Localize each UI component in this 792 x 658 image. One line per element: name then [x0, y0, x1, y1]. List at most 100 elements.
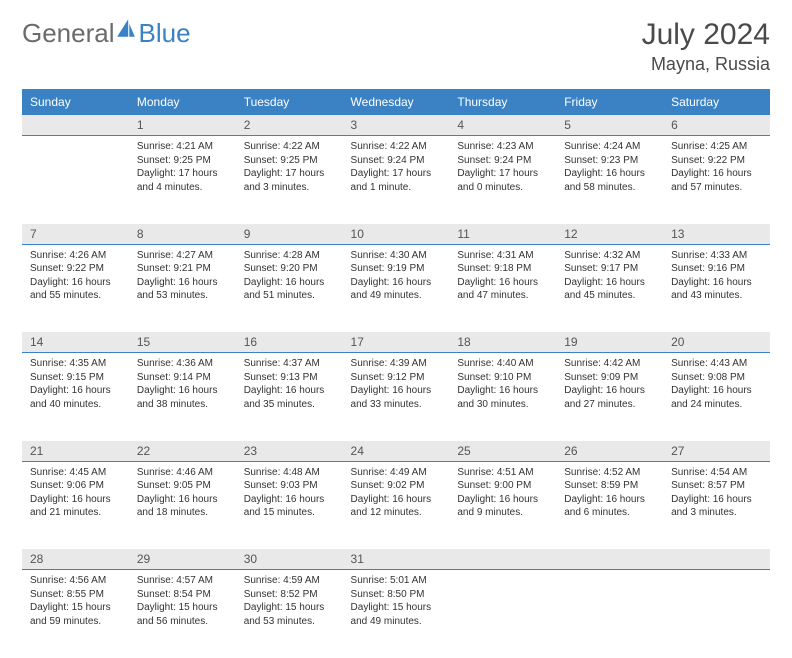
day-number: 29	[129, 549, 236, 570]
daynum-row: 14151617181920	[22, 332, 770, 353]
day-info-line: Sunrise: 4:24 AM	[564, 140, 655, 154]
day-info-line: and 12 minutes.	[351, 506, 442, 520]
day-info-line: Sunrise: 4:45 AM	[30, 466, 121, 480]
day-info-line: Sunrise: 4:37 AM	[244, 357, 335, 371]
day-info-line: Sunrise: 4:22 AM	[244, 140, 335, 154]
day-number	[663, 549, 770, 570]
week-row: Sunrise: 4:21 AMSunset: 9:25 PMDaylight:…	[22, 136, 770, 224]
day-cell: Sunrise: 4:23 AMSunset: 9:24 PMDaylight:…	[449, 136, 556, 224]
day-info-line: Sunset: 8:50 PM	[351, 588, 442, 602]
day-info-line: Sunset: 9:08 PM	[671, 371, 762, 385]
day-cell: Sunrise: 4:35 AMSunset: 9:15 PMDaylight:…	[22, 353, 129, 441]
day-info-line: Sunset: 9:02 PM	[351, 479, 442, 493]
day-info-line: Sunrise: 4:54 AM	[671, 466, 762, 480]
day-info-line: Daylight: 15 hours	[244, 601, 335, 615]
day-number: 10	[343, 224, 450, 245]
location: Mayna, Russia	[642, 54, 770, 75]
day-cell: Sunrise: 4:31 AMSunset: 9:18 PMDaylight:…	[449, 244, 556, 332]
day-info-line: Daylight: 15 hours	[30, 601, 121, 615]
day-info-line: Daylight: 16 hours	[351, 384, 442, 398]
day-cell: Sunrise: 4:21 AMSunset: 9:25 PMDaylight:…	[129, 136, 236, 224]
day-number: 23	[236, 441, 343, 462]
day-cell: Sunrise: 4:33 AMSunset: 9:16 PMDaylight:…	[663, 244, 770, 332]
day-info-line: and 47 minutes.	[457, 289, 548, 303]
day-number: 1	[129, 115, 236, 136]
day-cell: Sunrise: 4:36 AMSunset: 9:14 PMDaylight:…	[129, 353, 236, 441]
day-header-cell: Monday	[129, 89, 236, 115]
day-cell: Sunrise: 4:42 AMSunset: 9:09 PMDaylight:…	[556, 353, 663, 441]
day-cell: Sunrise: 4:32 AMSunset: 9:17 PMDaylight:…	[556, 244, 663, 332]
calendar-table: SundayMondayTuesdayWednesdayThursdayFrid…	[22, 89, 770, 658]
day-number: 20	[663, 332, 770, 353]
day-info-line: and 30 minutes.	[457, 398, 548, 412]
day-cell	[449, 570, 556, 658]
day-number: 4	[449, 115, 556, 136]
day-info-line: Daylight: 16 hours	[457, 276, 548, 290]
day-info-line: Sunset: 9:10 PM	[457, 371, 548, 385]
day-info-line: Sunrise: 4:32 AM	[564, 249, 655, 263]
day-cell: Sunrise: 4:24 AMSunset: 9:23 PMDaylight:…	[556, 136, 663, 224]
day-info-line: and 4 minutes.	[137, 181, 228, 195]
day-info-line: Daylight: 16 hours	[244, 493, 335, 507]
day-info-line: Daylight: 15 hours	[351, 601, 442, 615]
day-number: 9	[236, 224, 343, 245]
week-row: Sunrise: 4:45 AMSunset: 9:06 PMDaylight:…	[22, 461, 770, 549]
day-info-line: Sunset: 9:19 PM	[351, 262, 442, 276]
day-info-line: Sunrise: 4:59 AM	[244, 574, 335, 588]
day-number: 17	[343, 332, 450, 353]
day-info-line: and 0 minutes.	[457, 181, 548, 195]
day-number: 31	[343, 549, 450, 570]
day-info-line: Daylight: 16 hours	[564, 493, 655, 507]
day-cell: Sunrise: 4:51 AMSunset: 9:00 PMDaylight:…	[449, 461, 556, 549]
day-number	[449, 549, 556, 570]
day-info-line: and 43 minutes.	[671, 289, 762, 303]
day-cell: Sunrise: 4:40 AMSunset: 9:10 PMDaylight:…	[449, 353, 556, 441]
day-info-line: Sunrise: 4:23 AM	[457, 140, 548, 154]
day-info-line: Sunset: 9:24 PM	[351, 154, 442, 168]
day-number: 11	[449, 224, 556, 245]
day-info-line: and 18 minutes.	[137, 506, 228, 520]
header: General Blue July 2024 Mayna, Russia	[22, 18, 770, 75]
day-info-line: Sunset: 9:12 PM	[351, 371, 442, 385]
day-info-line: Sunset: 8:54 PM	[137, 588, 228, 602]
day-number: 27	[663, 441, 770, 462]
day-info-line: Daylight: 17 hours	[351, 167, 442, 181]
day-info-line: Sunset: 9:22 PM	[671, 154, 762, 168]
day-cell: Sunrise: 4:25 AMSunset: 9:22 PMDaylight:…	[663, 136, 770, 224]
day-info-line: Sunset: 9:13 PM	[244, 371, 335, 385]
day-header-row: SundayMondayTuesdayWednesdayThursdayFrid…	[22, 89, 770, 115]
day-cell: Sunrise: 4:49 AMSunset: 9:02 PMDaylight:…	[343, 461, 450, 549]
day-info-line: Sunset: 9:25 PM	[137, 154, 228, 168]
day-cell: Sunrise: 4:56 AMSunset: 8:55 PMDaylight:…	[22, 570, 129, 658]
day-info-line: and 35 minutes.	[244, 398, 335, 412]
logo: General Blue	[22, 18, 191, 49]
day-header-cell: Tuesday	[236, 89, 343, 115]
day-info-line: Sunrise: 4:48 AM	[244, 466, 335, 480]
day-number: 14	[22, 332, 129, 353]
day-cell: Sunrise: 4:22 AMSunset: 9:24 PMDaylight:…	[343, 136, 450, 224]
day-info-line: and 1 minute.	[351, 181, 442, 195]
day-info-line: and 38 minutes.	[137, 398, 228, 412]
day-cell: Sunrise: 4:39 AMSunset: 9:12 PMDaylight:…	[343, 353, 450, 441]
day-number: 5	[556, 115, 663, 136]
day-number	[556, 549, 663, 570]
day-info-line: Sunset: 9:09 PM	[564, 371, 655, 385]
day-info-line: Sunrise: 4:43 AM	[671, 357, 762, 371]
day-cell: Sunrise: 4:22 AMSunset: 9:25 PMDaylight:…	[236, 136, 343, 224]
day-info-line: and 3 minutes.	[244, 181, 335, 195]
day-cell	[663, 570, 770, 658]
day-info-line: Daylight: 16 hours	[137, 276, 228, 290]
day-info-line: and 49 minutes.	[351, 615, 442, 629]
day-info-line: Daylight: 16 hours	[244, 384, 335, 398]
day-info-line: Sunrise: 4:57 AM	[137, 574, 228, 588]
day-number: 18	[449, 332, 556, 353]
day-info-line: Daylight: 17 hours	[137, 167, 228, 181]
day-info-line: Daylight: 16 hours	[244, 276, 335, 290]
day-info-line: Sunrise: 4:39 AM	[351, 357, 442, 371]
daynum-row: 21222324252627	[22, 441, 770, 462]
day-number: 16	[236, 332, 343, 353]
day-number: 28	[22, 549, 129, 570]
day-info-line: and 53 minutes.	[244, 615, 335, 629]
day-info-line: Sunrise: 4:49 AM	[351, 466, 442, 480]
day-info-line: Sunrise: 4:40 AM	[457, 357, 548, 371]
